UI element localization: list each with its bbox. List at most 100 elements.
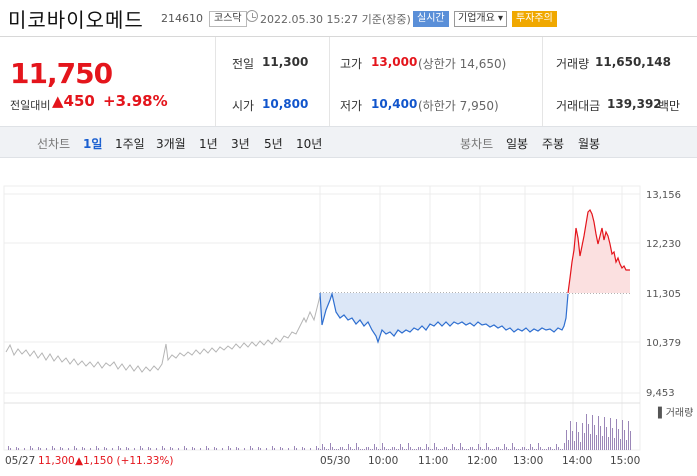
volume-bar [526,449,527,450]
volume-bar [396,449,397,450]
volume-bar [316,446,317,450]
volume-bar [302,447,303,450]
volume-bar [250,446,251,450]
volume-bar [450,449,451,450]
change-label: 전일대비 [10,99,51,112]
volume-bar [482,449,483,450]
volume-bar [150,448,151,450]
volume-bar [280,447,281,450]
volume-bar [514,447,515,450]
tab-1w[interactable]: 1주일 [115,137,145,151]
volume-bar [384,447,385,450]
volume-bar [186,448,187,450]
volume-bar [532,447,533,450]
volume-bar [68,448,69,450]
lower-limit: (하한가 7,950) [418,99,499,113]
y-gridlines [4,193,640,394]
volume-bar [304,448,305,450]
volume-bar [422,449,423,450]
volume-bar [456,449,457,450]
volume-bar [520,449,521,450]
volume-bar [446,447,447,450]
volume-bar [10,448,11,450]
volume-bar [626,440,627,450]
volume-bar [616,419,617,450]
volume-bar [442,449,443,450]
volume-bar [586,414,587,450]
volume-bar [416,449,417,450]
tab-monthly[interactable]: 월봉 [578,137,601,151]
volume-bar [600,426,601,450]
amount-label: 거래대금 [556,99,601,113]
volume-bar [476,449,477,450]
clock-icon [246,10,258,22]
volume-bar [540,447,541,450]
volume-bar [348,444,349,450]
below-ref-area [320,293,568,342]
volume-bar [360,449,361,450]
volume-bar [238,448,239,450]
tab-1d[interactable]: 1일 [83,137,103,151]
tab-daily[interactable]: 일봉 [506,137,529,151]
company-overview-dropdown[interactable]: 기업개요 ▾ [454,11,507,27]
volume-bar [618,429,619,450]
volume-bar [32,448,33,450]
volume-bar [272,446,273,450]
volume-bar [128,448,129,450]
tab-3y[interactable]: 3년 [231,137,250,151]
volume-bar [590,434,591,450]
tab-weekly[interactable]: 주봉 [542,137,565,151]
volume-bar [612,428,613,450]
volume-bar [436,447,437,450]
volume-bar [522,447,523,450]
x-tick-label: 13:00 [513,455,543,467]
volume-bar [104,447,105,450]
volume-bar [596,435,597,450]
tab-3m[interactable]: 3개월 [156,137,186,151]
volume-bar [468,449,469,450]
volume-bar [622,420,623,450]
volume-bar [578,432,579,450]
volume-bar [258,447,259,450]
x-tick-label: 11:00 [418,455,448,467]
realtime-button[interactable]: 실시간 [413,11,449,27]
x-tick-label: 10:00 [368,455,398,467]
amount-unit: 백만 [658,99,681,113]
below-ref-line [319,291,569,344]
volume-bar [594,425,595,450]
volume-bar [488,447,489,450]
y-tick-label: 12,230 [646,239,681,250]
tab-10y[interactable]: 10년 [296,137,323,151]
volume-bar [172,448,173,450]
volume-bar [552,449,553,450]
volume-bar [564,443,565,450]
divider [329,37,330,127]
volume-bar [164,448,165,450]
footer-change: ▲1,150 (+11.33%) [75,455,174,467]
tab-5y[interactable]: 5년 [264,137,283,151]
volume-bar [8,446,9,450]
volume-bar [354,449,355,450]
volume-bar [444,447,445,450]
volume-bar [440,449,441,450]
volume-bar [76,448,77,450]
market-badge: 코스닥 [209,11,247,27]
volume-bar [432,449,433,450]
volume-bar [16,447,17,450]
volume-bar [412,449,413,450]
volume-bar [266,448,267,450]
volume-bar [604,417,605,450]
volume-bar [472,447,473,450]
prev-close-value: 11,300 [262,55,309,69]
tab-1y[interactable]: 1년 [199,137,218,151]
volume-bar [334,449,335,450]
volume-bar [566,430,567,450]
volume-bar [356,443,357,450]
volume-bar [120,448,121,450]
volume-bar [624,430,625,450]
volume-bar [382,443,383,450]
volume-bar [194,448,195,450]
volume-label: 거래량 [556,57,590,71]
current-price: 11,750 [10,57,113,90]
volume-bar [570,421,571,450]
